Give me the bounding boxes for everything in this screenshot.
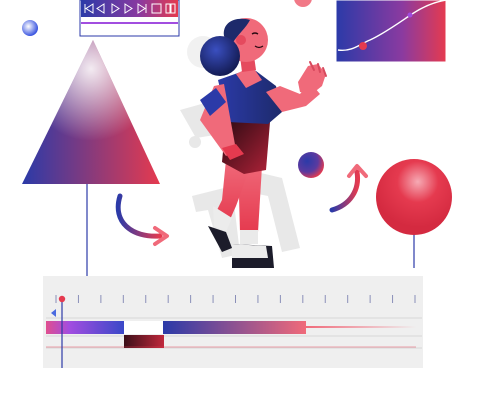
track-fade-line	[306, 326, 416, 328]
curve-keyframe-icon[interactable]	[359, 42, 367, 50]
back-sock	[240, 230, 258, 244]
front-shoe-icon	[208, 226, 232, 252]
red-dot-icon	[294, 0, 312, 7]
play-icon[interactable]	[111, 3, 120, 14]
hair	[223, 18, 250, 44]
shirt	[218, 68, 282, 124]
shorts	[222, 120, 270, 174]
play-outline-icon[interactable]	[124, 3, 133, 14]
red-ball-shape	[376, 159, 452, 268]
dark-ball-icon	[200, 36, 240, 76]
skip-start-icon[interactable]	[84, 3, 94, 14]
pause-icon[interactable]	[165, 3, 176, 14]
timeline-ruler	[55, 295, 416, 303]
controls-progress	[81, 22, 178, 24]
gradient-ball-icon	[298, 152, 324, 178]
blue-dot-icon	[22, 20, 38, 36]
stop-icon[interactable]	[151, 3, 162, 14]
front-leg	[214, 160, 250, 224]
playhead-handle-icon[interactable]	[58, 295, 66, 303]
raised-hand	[298, 64, 326, 94]
curve-keyframe-icon[interactable]	[407, 12, 413, 18]
curve-graph-panel	[335, 0, 447, 63]
track-clip-gradient[interactable]	[46, 321, 124, 334]
step-back-icon[interactable]	[96, 3, 105, 14]
player-controls	[79, 0, 180, 37]
skip-end-icon[interactable]	[137, 3, 147, 14]
track-clip-dark[interactable]	[124, 335, 164, 348]
running-character	[200, 18, 327, 268]
triangle-shape	[22, 40, 160, 278]
curved-arrow-right-icon	[329, 164, 368, 213]
controls-bar	[81, 0, 178, 17]
track-clip-empty[interactable]	[124, 321, 163, 334]
keyframe-marker-icon[interactable]	[51, 309, 56, 317]
track-clip-blue-red[interactable]	[163, 321, 306, 334]
playhead[interactable]	[58, 295, 66, 368]
timeline-panel	[43, 276, 423, 368]
curved-arrow-left-icon	[115, 193, 169, 246]
